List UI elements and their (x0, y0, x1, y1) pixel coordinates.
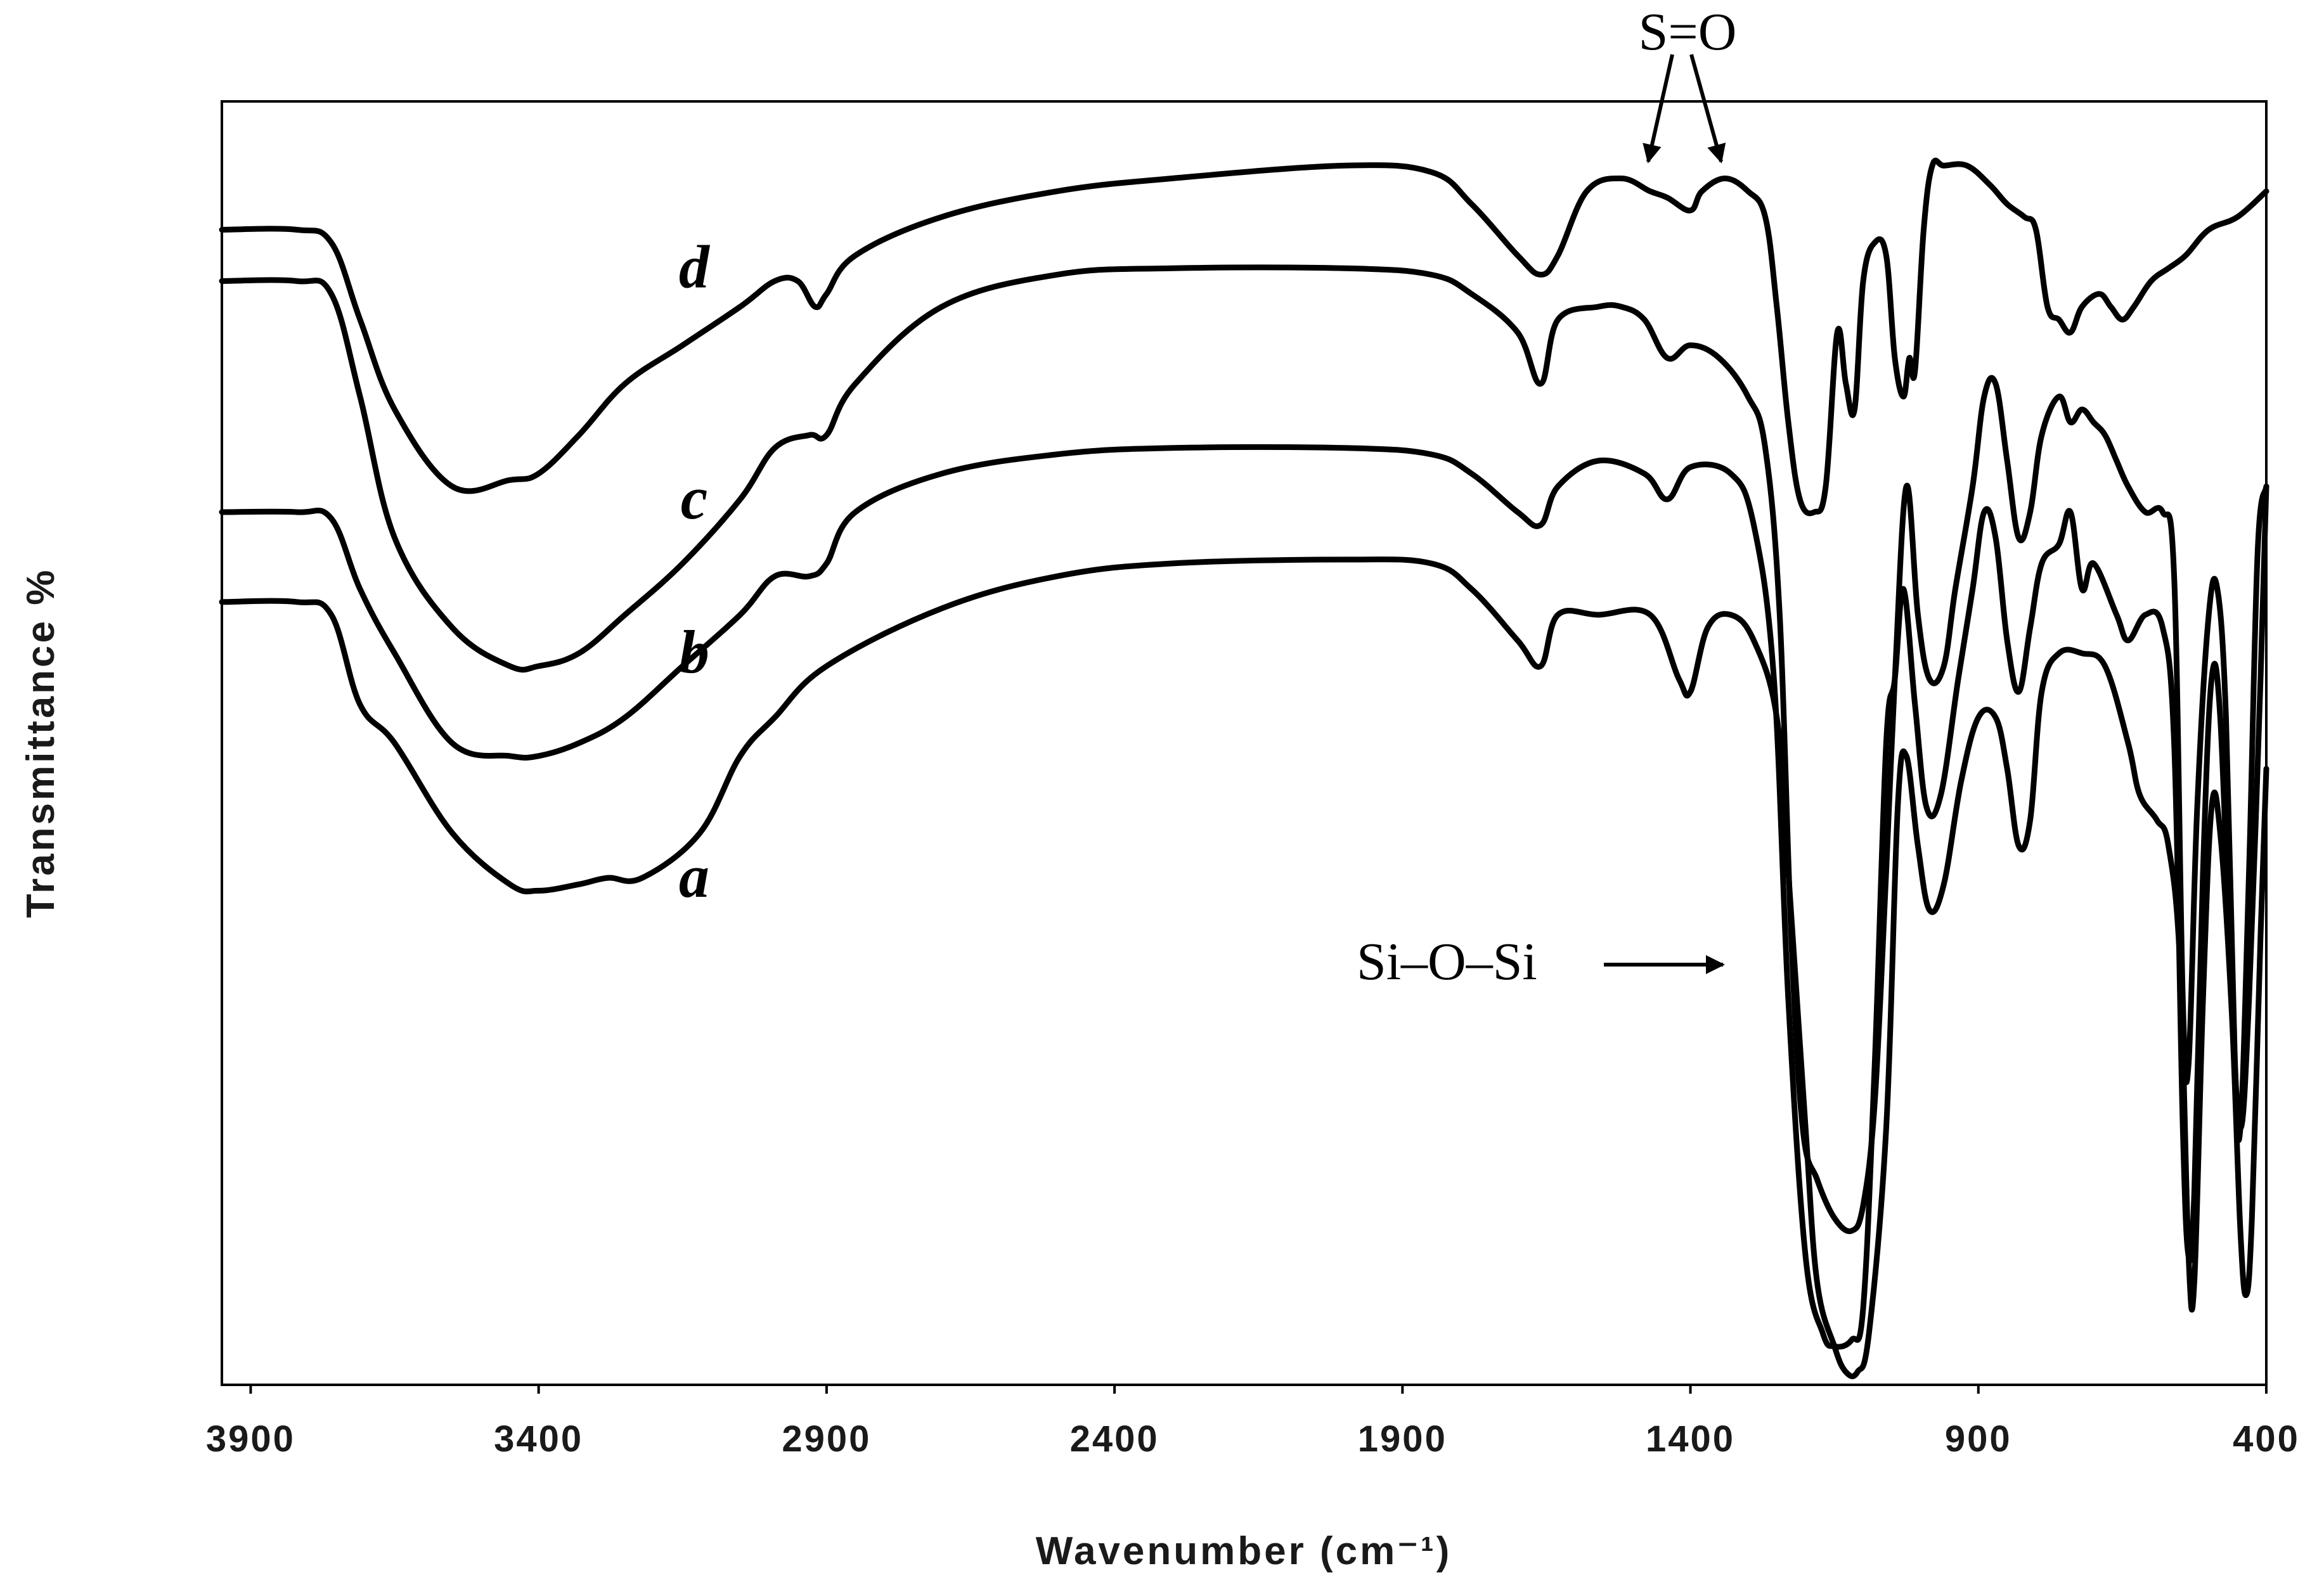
series-label-c: c (681, 464, 708, 532)
y-axis-title: Transmittance % (19, 568, 63, 918)
x-tick-label: 1900 (1358, 1418, 1447, 1460)
x-axis-title: Wavenumber (cm⁻¹) (1036, 1529, 1452, 1573)
series-label-d: d (679, 233, 711, 300)
x-tick-label: 400 (2233, 1418, 2300, 1460)
series-label-b: b (679, 618, 709, 686)
plot-frame (221, 100, 2268, 1386)
annotation-si-o-si: Si–O–Si (1357, 932, 1725, 991)
x-tick-label: 3400 (494, 1418, 583, 1460)
series-group (219, 157, 2269, 1380)
series-line-d (219, 157, 2269, 517)
x-tick-label: 2400 (1070, 1418, 1159, 1460)
annotation-s-o-arrow-right (1689, 54, 1726, 164)
annotation-s-o-arrow-left (1643, 54, 1674, 164)
annotation-si-o-si-label: Si–O–Si (1357, 932, 1537, 991)
x-tick-group: 3900 3400 2900 2400 1900 1400 900 400 (206, 1385, 2300, 1460)
x-tick-label: 3900 (206, 1418, 295, 1460)
series-line-a (219, 556, 2269, 1380)
x-tick-label: 1400 (1646, 1418, 1735, 1460)
series-line-b (219, 444, 2269, 1350)
annotation-s-o-label: S=O (1639, 3, 1737, 61)
series-label-a: a (679, 842, 709, 910)
annotation-s-o: S=O (1639, 3, 1737, 164)
x-tick-label: 2900 (782, 1418, 871, 1460)
x-tick-label: 900 (1945, 1418, 2012, 1460)
series-line-c (219, 264, 2269, 1235)
series-label-group: a b c d (679, 233, 711, 910)
